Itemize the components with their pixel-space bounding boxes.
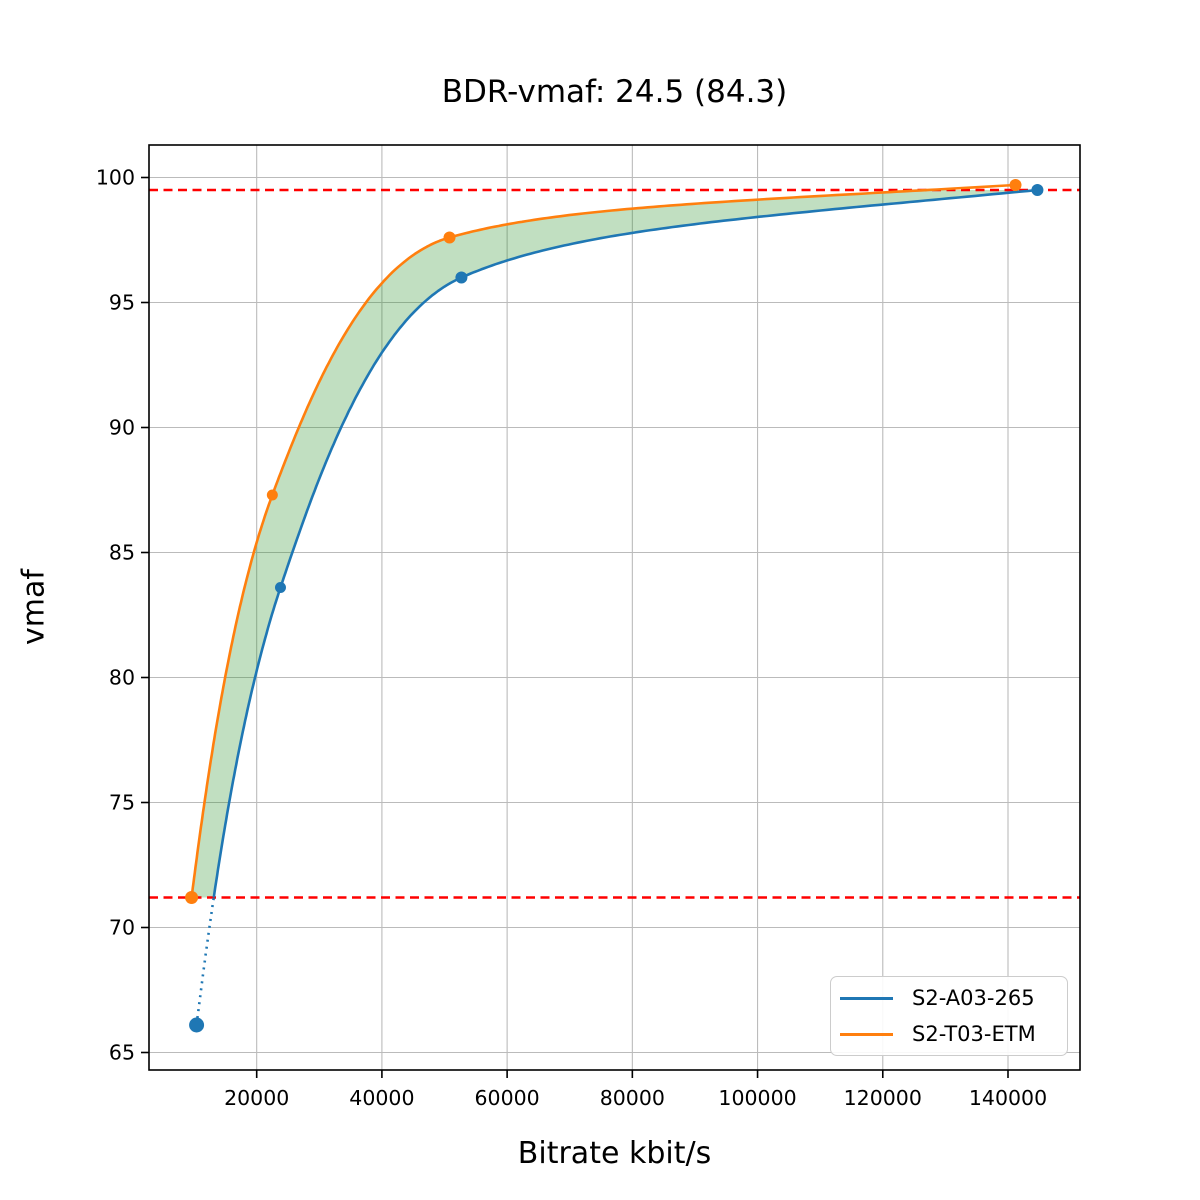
- legend: S2-A03-265 S2-T03-ETM: [830, 976, 1068, 1056]
- data-point-S2-A03-265: [274, 582, 286, 593]
- x-tick-label: 20000: [224, 1086, 289, 1110]
- y-tick-label: 90: [109, 416, 135, 440]
- data-point-S2-T03-ETM: [443, 231, 456, 244]
- data-point-S2-T03-ETM: [1009, 179, 1022, 191]
- data-point-S2-A03-265: [189, 1017, 205, 1033]
- legend-item-s2-a03-265: S2-A03-265: [840, 984, 1057, 1012]
- y-tick-label: 80: [109, 666, 135, 690]
- data-point-S2-A03-265: [1031, 184, 1044, 196]
- plot-border: [148, 144, 1081, 1071]
- legend-line-icon: [840, 996, 893, 1000]
- y-tick-label: 75: [109, 791, 135, 815]
- x-tick-label: 140000: [969, 1086, 1047, 1110]
- curve-S2-T03-ETM: [190, 183, 1016, 898]
- curve-extrapolated-S2-A03-265: [195, 897, 216, 1026]
- data-point-S2-T03-ETM: [185, 891, 199, 904]
- y-tick-label: 70: [109, 916, 135, 940]
- data-point-S2-T03-ETM: [266, 489, 278, 501]
- x-axis-label: Bitrate kbit/s: [517, 1136, 712, 1171]
- y-tick-label: 95: [109, 291, 135, 315]
- y-axis-label: vmaf: [16, 569, 52, 645]
- chart-title: BDR-vmaf: 24.5 (84.3): [441, 74, 788, 110]
- legend-label: S2-A03-265: [912, 986, 1035, 1010]
- x-tick-label: 40000: [349, 1086, 414, 1110]
- legend-line-icon: [840, 1032, 893, 1036]
- y-tick-label: 65: [109, 1041, 135, 1065]
- x-tick-label: 80000: [600, 1086, 665, 1110]
- bd-area-fill: [191, 190, 1038, 898]
- x-tick-label: 120000: [844, 1086, 922, 1110]
- legend-item-s2-t03-etm: S2-T03-ETM: [840, 1020, 1057, 1048]
- legend-label: S2-T03-ETM: [912, 1022, 1036, 1046]
- x-tick-label: 100000: [718, 1086, 796, 1110]
- y-tick-label: 100: [96, 166, 135, 190]
- data-point-S2-A03-265: [455, 271, 468, 284]
- x-tick-label: 60000: [475, 1086, 540, 1110]
- curve-S2-A03-265: [212, 188, 1038, 898]
- y-tick-label: 85: [109, 541, 135, 565]
